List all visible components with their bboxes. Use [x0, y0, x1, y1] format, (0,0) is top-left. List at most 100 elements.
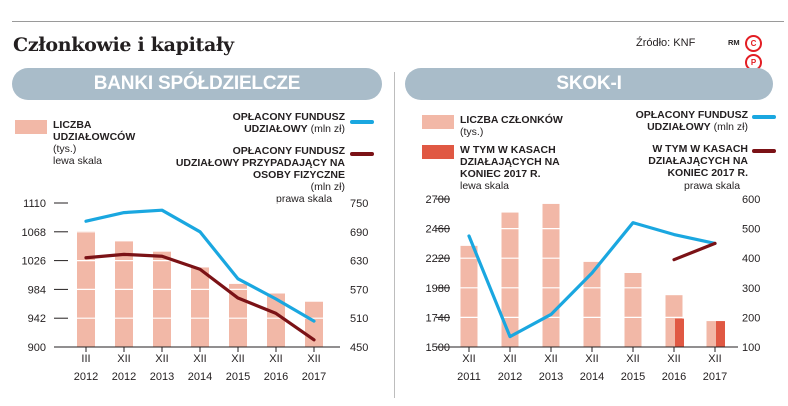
skok-category-label-0-line1: XII	[462, 353, 475, 365]
bank-category-label-2-line1: XII	[155, 353, 168, 365]
bank-category-label-5-line2: 2016	[264, 371, 288, 383]
skok-category-label-4-line2: 2015	[621, 371, 645, 383]
skok-bar-1	[501, 212, 519, 347]
skok-category-label-4-line1: XII	[626, 353, 639, 365]
bank-right-tick-label-3: 630	[350, 256, 368, 268]
right-panel-banner: SKOK-I	[405, 68, 773, 100]
bank-bar-1	[115, 241, 133, 347]
bank-left-tick-label-3: 1026	[22, 256, 46, 268]
left-chart-right-scale-note: prawa skala	[276, 193, 333, 205]
bank-category-label-3-line2: 2014	[188, 371, 212, 383]
skok-left-tick-label-4: 2460	[426, 224, 450, 236]
legend-bars-label: LICZBA UDZIAŁOWCÓW (tys.) lewa skala	[53, 119, 163, 167]
skok-category-label-2-line1: XII	[544, 353, 557, 365]
skok-category-label-6-line1: XII	[708, 353, 721, 365]
legend-red-title: OPŁACONY FUNDUSZ UDZIAŁOWY PRZYPADAJĄCY …	[175, 145, 345, 181]
skok-bar-3	[583, 261, 601, 347]
legend-members-unit: (tys.)	[460, 126, 484, 138]
bank-category-label-0-line1: III	[81, 353, 90, 365]
skok-category-label-3-line2: 2014	[580, 371, 604, 383]
skok-active-bar-6	[716, 321, 725, 347]
skok-left-tick-label-5: 2700	[426, 194, 450, 206]
bank-category-label-0-line2: 2012	[74, 371, 98, 383]
legend-skok-blue-unit: (mln zł)	[713, 121, 748, 133]
legend-members-swatch	[422, 115, 454, 129]
legend-members-active-title: W TYM W KASACH DZIAŁAJĄCYCH NA KONIEC 20…	[460, 144, 560, 180]
bank-right-tick-label-0: 450	[350, 342, 368, 354]
bank-left-tick-label-0: 900	[28, 342, 46, 354]
bank-category-label-4-line1: XII	[231, 353, 244, 365]
bank-category-label-4-line2: 2015	[226, 371, 250, 383]
panel-divider	[394, 72, 395, 398]
bank-category-label-2-line2: 2013	[150, 371, 174, 383]
source-note: Źródło: KNF	[636, 37, 696, 49]
bank-category-label-6-line2: 2017	[302, 371, 326, 383]
skok-right-tick-label-5: 600	[742, 194, 760, 206]
bank-bar-3	[191, 267, 209, 347]
skok-category-label-1-line2: 2012	[498, 371, 522, 383]
skok-right-tick-label-0: 100	[742, 342, 760, 354]
skok-right-tick-label-4: 500	[742, 224, 760, 236]
legend-skok-blue-swatch	[752, 115, 776, 119]
legend-red-unit: (mln zł)	[310, 181, 345, 193]
bank-bar-2	[153, 251, 171, 347]
left-panel-banner: BANKI SPÓŁDZIELCZE	[12, 68, 382, 100]
legend-red-swatch	[350, 152, 374, 156]
bank-category-label-3-line1: XII	[193, 353, 206, 365]
skok-right-tick-label-1: 200	[742, 312, 760, 324]
legend-bars-title: LICZBA UDZIAŁOWCÓW	[53, 119, 136, 143]
skok-right-tick-label-3: 400	[742, 253, 760, 265]
legend-members-label: LICZBA CZŁONKÓW (tys.)	[460, 114, 590, 138]
bank-blue-line	[84, 208, 316, 323]
skok-category-label-6-line2: 2017	[703, 371, 727, 383]
legend-skok-red-swatch	[752, 149, 776, 153]
skok-category-label-3-line1: XII	[585, 353, 598, 365]
legend-skok-blue-label: OPŁACONY FUNDUSZ UDZIAŁOWY (mln zł)	[600, 109, 748, 133]
legend-red-label: OPŁACONY FUNDUSZ UDZIAŁOWY PRZYPADAJĄCY …	[175, 145, 345, 193]
skok-category-label-1-line1: XII	[503, 353, 516, 365]
logo-letter-c: C	[745, 35, 762, 52]
bank-right-tick-label-1: 510	[350, 313, 368, 325]
skok-bar-4	[624, 273, 642, 347]
skok-active-bar-5	[675, 318, 684, 347]
legend-skok-red-title: W TYM W KASACH DZIAŁAJĄCYCH NA KONIEC 20…	[648, 143, 748, 179]
bank-right-tick-label-4: 690	[350, 227, 368, 239]
bank-bar-5	[267, 293, 285, 347]
bank-left-tick-label-1: 942	[28, 313, 46, 325]
publisher-mark: RM	[728, 38, 740, 47]
bank-red-line	[84, 252, 316, 342]
skok-left-tick-label-1: 1740	[426, 312, 450, 324]
legend-blue-unit: (mln zł)	[310, 123, 345, 135]
bank-right-tick-label-5: 750	[350, 198, 368, 210]
legend-blue-label: OPŁACONY FUNDUSZ UDZIAŁOWY (mln zł)	[180, 111, 345, 135]
bank-category-label-1-line2: 2012	[112, 371, 136, 383]
skok-red-line	[672, 241, 717, 262]
skok-category-label-0-line2: 2011	[457, 371, 481, 383]
skok-left-tick-label-2: 1980	[426, 283, 450, 295]
legend-members-active-scale: lewa skala	[460, 180, 510, 192]
bank-left-tick-label-2: 984	[28, 284, 46, 296]
bank-category-label-5-line1: XII	[269, 353, 282, 365]
legend-members-active-label: W TYM W KASACH DZIAŁAJĄCYCH NA KONIEC 20…	[460, 144, 560, 192]
skok-category-label-5-line1: XII	[667, 353, 680, 365]
legend-bars-unit: (tys.)	[53, 143, 77, 155]
skok-category-label-5-line2: 2016	[662, 371, 686, 383]
skok-left-tick-label-0: 1500	[426, 342, 450, 354]
legend-blue-swatch	[350, 120, 374, 124]
top-rule	[12, 21, 784, 22]
legend-skok-blue-title: OPŁACONY FUNDUSZ UDZIAŁOWY	[635, 109, 748, 133]
bank-left-tick-label-5: 1110	[23, 198, 46, 210]
bank-left-tick-label-4: 1068	[22, 227, 46, 239]
page-title: Członkowie i kapitały	[13, 34, 234, 56]
bank-category-label-1-line1: XII	[117, 353, 130, 365]
right-chart-right-scale-note: prawa skala	[684, 180, 741, 192]
skok-bar-2	[542, 203, 560, 347]
legend-bars-scale: lewa skala	[53, 155, 103, 167]
legend-bars-swatch	[15, 120, 47, 134]
bank-category-label-6-line1: XII	[307, 353, 320, 365]
legend-skok-red-label: W TYM W KASACH DZIAŁAJĄCYCH NA KONIEC 20…	[628, 143, 748, 179]
skok-category-label-2-line2: 2013	[539, 371, 563, 383]
bank-right-tick-label-2: 570	[350, 284, 368, 296]
skok-right-tick-label-2: 300	[742, 283, 760, 295]
